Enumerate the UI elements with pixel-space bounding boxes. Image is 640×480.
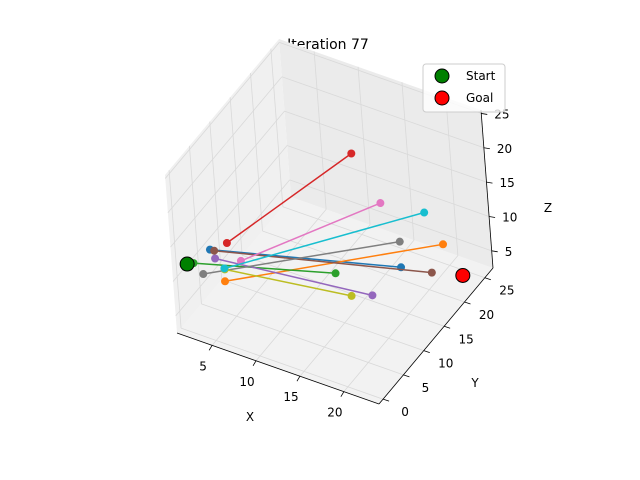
tree-edge (203, 240, 400, 275)
x-tick-mark (252, 360, 257, 366)
x-tick-mark (340, 391, 345, 397)
tree-node (199, 270, 208, 279)
x-tick-label: 15 (283, 390, 298, 404)
legend-goal-label: Goal (466, 91, 493, 105)
y-tick-mark (484, 277, 491, 281)
tree-node (220, 264, 229, 273)
grid-y-side (168, 170, 182, 329)
legend-start-marker (434, 68, 450, 84)
z-tick-label: 10 (502, 210, 517, 224)
grid-y-floor (282, 206, 485, 279)
grid-x-floor (343, 255, 459, 392)
grid-y-floor (242, 254, 445, 327)
grid-z-side (170, 110, 285, 248)
y-tick-mark (403, 374, 410, 378)
goal-marker (455, 267, 471, 283)
grid-z-side (164, 42, 280, 179)
tree-node (368, 291, 377, 300)
y-axis-label: Y (470, 376, 479, 390)
grid-y-side (270, 48, 284, 207)
grid-x-back (401, 82, 415, 241)
x-tick-mark (208, 345, 213, 351)
side-pane (165, 39, 291, 333)
z-axis-label: Z (544, 201, 552, 215)
start-goal-markers (179, 256, 471, 283)
grid-y-side (209, 121, 223, 280)
z-tick-mark (491, 250, 498, 253)
grid-y-side (189, 145, 202, 304)
y-tick-label: 15 (459, 332, 474, 346)
x-tick-mark (296, 376, 301, 382)
grid-z-back (281, 76, 485, 149)
grid-y-floor (201, 303, 404, 376)
tree-node (222, 239, 231, 247)
tree-edge (240, 202, 381, 262)
z-tick-label: 5 (505, 245, 513, 259)
grid-y-floor (221, 279, 424, 351)
legend: Start Goal (422, 63, 506, 113)
tree-node (210, 246, 219, 255)
tree-node (420, 208, 429, 217)
y-tick-mark (423, 350, 430, 353)
y-tick-mark (382, 398, 390, 402)
chart-title: Iteration 77 (287, 37, 369, 53)
tree-node (395, 237, 404, 246)
grid-z-back (284, 110, 487, 183)
grid-x-back (357, 66, 371, 225)
tree-node (439, 240, 448, 249)
tree-edge (193, 262, 336, 275)
start-marker (179, 256, 195, 272)
grid-z-back (289, 179, 492, 252)
grid-y-side (250, 72, 263, 232)
grid-x-back (445, 97, 459, 256)
axis-lines (176, 109, 494, 405)
x-tick-label: 20 (327, 406, 342, 420)
y-tick-label: 0 (401, 405, 409, 419)
z-axis-line (480, 109, 494, 269)
grid-y-side (229, 97, 243, 256)
tree-edge (209, 248, 402, 269)
tree-edge (214, 249, 432, 274)
tree-node (427, 268, 436, 277)
grid-y-floor (262, 230, 465, 303)
z-tick-mark (483, 147, 490, 150)
y-tick-label: 5 (422, 381, 430, 395)
y-axis-line (378, 267, 494, 405)
tree-edge (226, 152, 352, 244)
z-tick-mark (481, 113, 488, 115)
legend-start-label: Start (466, 69, 496, 83)
tree-edge (224, 211, 425, 270)
grid-x-back (313, 51, 327, 210)
x-tick-label: 5 (199, 359, 207, 373)
grid-x-floor (211, 209, 327, 346)
tree-node (331, 269, 340, 278)
grid-z-side (167, 76, 283, 214)
grid-y-floor (180, 327, 384, 400)
grid-z-side (175, 179, 291, 317)
y-tick-mark (464, 301, 471, 305)
tree-node (347, 291, 356, 300)
z-tick-mark (486, 181, 493, 184)
y-tick-label: 25 (499, 284, 514, 298)
tree-node (376, 199, 385, 208)
tree-edge (224, 268, 352, 297)
y-tick-mark (444, 325, 451, 329)
y-tick-label: 10 (438, 357, 453, 371)
grid-x-floor (255, 224, 371, 362)
grid-z-back (286, 145, 490, 217)
x-axis-line (176, 332, 380, 405)
x-axis-label: X (246, 410, 254, 424)
z-tick-mark (489, 216, 496, 218)
tree-node (347, 149, 356, 158)
tree-node (211, 254, 220, 263)
x-tick-label: 10 (239, 375, 254, 389)
grid-lines (164, 42, 492, 400)
grid-x-floor (299, 239, 415, 377)
z-tick-label: 20 (497, 142, 512, 156)
legend-goal-marker (434, 90, 450, 106)
z-tick-label: 15 (499, 176, 514, 190)
y-tick-label: 20 (479, 308, 494, 322)
tree-node (221, 277, 230, 286)
